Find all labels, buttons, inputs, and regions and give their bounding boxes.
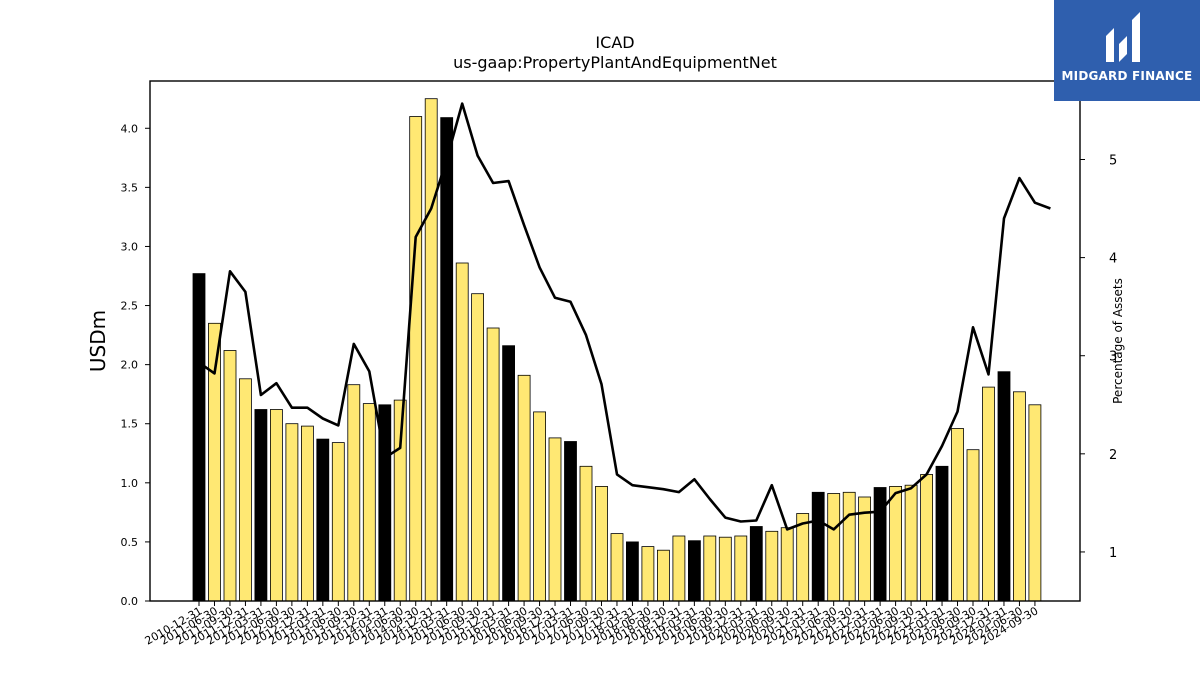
bar <box>300 425 314 602</box>
bar <box>316 438 330 602</box>
bar <box>440 117 454 602</box>
bar <box>641 546 655 602</box>
y2-tick-label: 5 <box>1109 153 1117 168</box>
bar <box>718 536 732 602</box>
y-tick-label: 1.0 <box>121 477 139 490</box>
bar <box>703 535 717 602</box>
bar <box>997 371 1011 602</box>
bar <box>811 491 825 602</box>
bar <box>409 116 423 602</box>
percentage-line <box>198 102 1051 531</box>
y-tick-label: 3.0 <box>121 240 139 253</box>
bar <box>192 273 206 602</box>
y2-axis-label: Percentage of Assets <box>1111 278 1125 404</box>
bar <box>548 437 562 602</box>
y-tick-label: 0.5 <box>121 536 139 549</box>
y2-tick-label: 4 <box>1109 252 1117 267</box>
midgard-finance-logo: MIDGARD FINANCE <box>1054 0 1200 101</box>
bar <box>238 378 252 602</box>
bar <box>904 484 918 602</box>
bar <box>1028 404 1042 602</box>
y2-tick-label: 3 <box>1109 350 1117 365</box>
bar <box>610 533 624 602</box>
bar <box>796 513 810 602</box>
bar <box>765 530 779 602</box>
bar <box>951 428 964 602</box>
bar <box>827 493 841 602</box>
bar <box>517 374 531 602</box>
bar <box>657 549 670 602</box>
bar <box>688 540 701 602</box>
y-tick-label: 1.5 <box>121 418 139 431</box>
bar <box>455 262 469 602</box>
bar <box>269 409 283 602</box>
bar <box>471 293 485 602</box>
bar <box>889 485 902 602</box>
bar <box>749 526 763 602</box>
y2-tick-label: 2 <box>1109 448 1117 463</box>
y-tick-label: 2.0 <box>121 359 139 372</box>
bar <box>362 403 376 602</box>
bar <box>920 474 933 602</box>
y-tick-label: 0.0 <box>121 595 139 608</box>
logo-mark-icon <box>1106 12 1140 62</box>
bar <box>935 465 949 602</box>
bar <box>424 98 438 602</box>
bar <box>982 386 995 602</box>
plot-frame <box>149 80 1081 602</box>
bar <box>579 465 593 602</box>
logo-wordmark: MIDGARD FINANCE <box>1061 69 1193 83</box>
plot-area: 0.00.51.01.52.02.53.03.54.0123452010-12-… <box>121 98 1117 648</box>
chart-title: ICAD <box>595 33 634 52</box>
bar <box>533 411 546 602</box>
bar <box>595 485 608 602</box>
bar <box>285 423 299 602</box>
bar <box>734 535 748 602</box>
bar <box>347 384 361 602</box>
y-tick-label: 2.5 <box>121 300 139 313</box>
bar <box>672 535 686 602</box>
bar <box>626 541 639 602</box>
bar <box>331 442 345 602</box>
bar <box>486 327 500 602</box>
bar <box>223 350 237 602</box>
bar <box>564 441 577 602</box>
bar <box>966 449 980 602</box>
bar <box>842 491 856 602</box>
bar <box>254 409 268 602</box>
chart-subtitle: us-gaap:PropertyPlantAndEquipmentNet <box>453 53 777 72</box>
bar <box>502 345 516 602</box>
y2-tick-label: 1 <box>1109 546 1117 561</box>
bar <box>1013 391 1026 602</box>
y-axis-label: USDm <box>86 310 110 372</box>
y-tick-label: 3.5 <box>121 181 139 194</box>
bar <box>780 527 794 602</box>
y-tick-label: 4.0 <box>121 122 139 135</box>
bar <box>873 487 887 602</box>
